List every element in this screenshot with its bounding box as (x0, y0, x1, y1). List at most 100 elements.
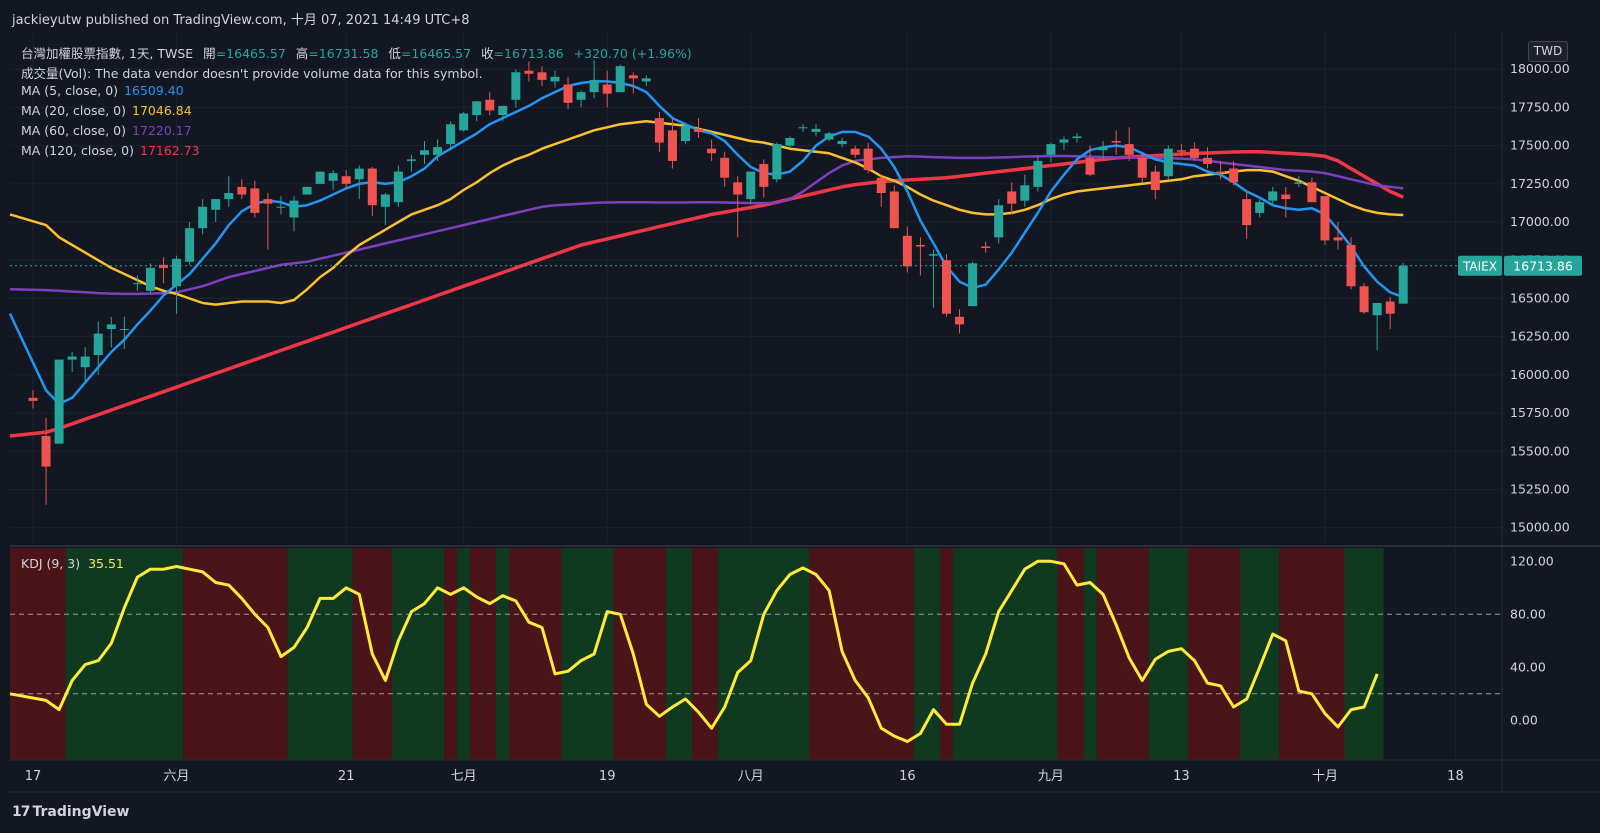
candle-body (1307, 182, 1317, 203)
candle-body (942, 260, 951, 314)
kdj-tick-label: 40.00 (1510, 659, 1546, 674)
time-tick-label: 九月 (1038, 769, 1064, 784)
candle-body (811, 128, 821, 132)
currency-button[interactable]: TWD (1528, 41, 1568, 62)
kdj-bear-band (809, 548, 914, 760)
candle-body (1098, 147, 1108, 151)
time-tick-label: 18 (1447, 769, 1464, 784)
candle-body (1255, 202, 1265, 213)
kdj-bear-band (183, 548, 288, 760)
candle-body (498, 105, 508, 116)
candle-body (289, 200, 299, 218)
kdj-bear-band (1057, 548, 1084, 760)
candle-body (1242, 199, 1252, 226)
candle-body (1033, 160, 1043, 187)
candle-body (641, 78, 651, 82)
low-value: =16465.57 (400, 46, 472, 61)
candle-body (524, 70, 534, 74)
price-tick-label: 15750.00 (1510, 405, 1570, 420)
kdj-bear-band (10, 548, 66, 760)
symbol-name: 台灣加權股票指數, 1天, TWSE (21, 46, 194, 61)
kdj-value: 35.51 (88, 556, 124, 571)
candle-body (1294, 182, 1304, 184)
candle-body (1046, 144, 1056, 155)
kdj-bull-band (391, 548, 445, 760)
kdj-bear-band (939, 548, 954, 760)
candle-body (759, 163, 769, 187)
candle-body (615, 66, 625, 93)
kdj-bear-band (1187, 548, 1241, 760)
kdj-line (9, 559, 1379, 743)
candle-body (1372, 303, 1382, 316)
candle-body (850, 148, 860, 155)
candle-body (1229, 168, 1239, 183)
high-label: 高 (295, 46, 309, 61)
candle-body (1137, 157, 1147, 178)
kdj-bull-band (665, 548, 693, 760)
time-tick-label: 13 (1173, 769, 1190, 784)
kdj-tick-label: 80.00 (1510, 606, 1546, 621)
candle-body (1085, 157, 1095, 175)
kdj-bull-band (561, 548, 614, 760)
kdj-background-bands (10, 548, 1384, 760)
candle-body (707, 148, 717, 154)
time-tick-label: 19 (599, 769, 616, 784)
candle-body (1150, 171, 1160, 190)
candle-body (420, 150, 429, 155)
kdj-bear-band (470, 548, 497, 760)
price-tick-label: 16500.00 (1510, 290, 1570, 305)
candle-body (746, 171, 756, 200)
candle-body (367, 168, 377, 206)
candles (28, 60, 1408, 505)
candle-body (589, 79, 599, 93)
candle-body (1333, 237, 1343, 241)
legend-ma5: MA (5, close, 0) 16509.40 (21, 83, 190, 98)
candle-body (145, 267, 155, 291)
candle-body (602, 84, 612, 94)
candle-body (250, 188, 260, 213)
legend-ohlc: 台灣加權股票指數, 1天, TWSE 開=16465.57 高=16731.58… (21, 43, 698, 62)
legend-ma120: MA (120, close, 0) 17162.73 (21, 143, 206, 158)
ma5-line (8, 80, 1404, 406)
candle-body (1007, 191, 1017, 204)
low-label: 低 (388, 46, 401, 61)
candle-body (211, 199, 221, 210)
price-tick-label: 17000.00 (1510, 214, 1570, 229)
close-value: =16713.86 (493, 46, 564, 61)
candle-body (667, 130, 677, 161)
candle-body (1281, 194, 1291, 200)
candle-body (341, 176, 351, 184)
candle-body (354, 168, 364, 180)
candle-body (446, 124, 456, 145)
candle-body (968, 263, 978, 307)
candle-body (902, 235, 912, 267)
time-tick-label: 17 (25, 769, 42, 784)
ma-lines (8, 80, 1404, 438)
candle-body (928, 254, 938, 256)
tradingview-logo[interactable]: 17 TradingView (12, 804, 129, 820)
ma60-value: 17220.17 (132, 123, 192, 138)
candle-body (224, 193, 234, 200)
publisher-line: jackieyutw published on TradingView.com,… (12, 13, 470, 28)
candle-body (459, 113, 469, 131)
tradingview-logo-icon: 17 (12, 804, 31, 820)
candle-body (981, 246, 991, 249)
ma5-label: MA (5, close, 0) (21, 83, 119, 98)
price-tick-label: 15250.00 (1510, 482, 1570, 497)
kdj-bull-band (496, 548, 510, 760)
candle-body (132, 283, 142, 285)
candle-body (41, 436, 51, 467)
candle-body (198, 206, 208, 229)
ma20-value: 17046.84 (132, 103, 192, 118)
candle-body (889, 191, 899, 229)
kdj-bull-band (1344, 548, 1384, 760)
kdj-legend: KDJ (9, 3) 35.51 (21, 556, 124, 571)
price-tag-value-bg (1504, 255, 1582, 276)
price-tick-label: 17500.00 (1510, 138, 1570, 153)
candle-body (67, 356, 77, 360)
candle-body (237, 186, 247, 195)
kdj-bull-band (457, 548, 471, 760)
kdj-bear-band (613, 548, 666, 760)
candle-body (315, 171, 325, 184)
